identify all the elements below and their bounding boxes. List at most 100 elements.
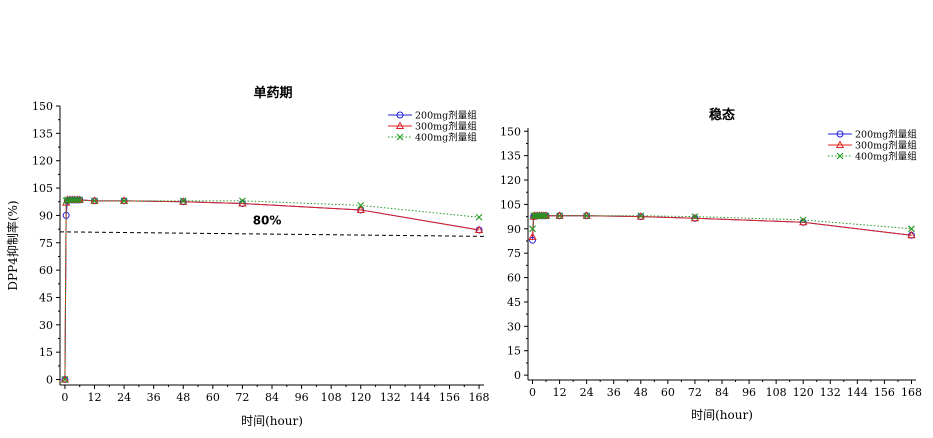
data-point: [908, 225, 915, 233]
legend-label: 400mg剂量组: [855, 151, 917, 163]
x-axis-label: 时间(hour): [241, 414, 303, 428]
legend-item: 200mg剂量组: [828, 129, 917, 141]
data-point: [66, 196, 74, 204]
data-point: [76, 196, 84, 204]
x-tick-label: 120: [350, 391, 371, 404]
y-tick-label: 75: [507, 247, 521, 260]
y-tick-label: 105: [32, 182, 53, 195]
data-point: [120, 197, 128, 205]
data-point: [907, 230, 916, 239]
y-tick-label: 135: [32, 127, 53, 140]
data-point: [555, 211, 564, 219]
data-point: [179, 197, 187, 205]
x-tick-label: 132: [380, 391, 401, 404]
y-tick-label: 45: [507, 296, 521, 309]
data-point: [357, 201, 365, 209]
y-tick-label: 15: [507, 345, 521, 358]
x-tick-label: 24: [580, 386, 594, 399]
data-point: [556, 212, 563, 220]
x-tick-label: 48: [176, 391, 190, 404]
data-point: [636, 212, 645, 220]
y-tick-label: 75: [39, 237, 53, 250]
x-tick-label: 144: [409, 391, 430, 404]
data-point: [542, 212, 550, 220]
threshold-line: [59, 231, 485, 237]
data-point: [637, 212, 645, 220]
data-point: [474, 225, 484, 233]
data-point: [835, 140, 845, 148]
x-tick-label: 156: [874, 386, 895, 399]
data-point: [91, 197, 98, 205]
y-tick-label: 90: [39, 209, 53, 222]
x-tick-label: 96: [295, 391, 309, 404]
chart-1: 0 15 30 45 60 75 90 105 120 135 150 0 12 24 36 48 60 72 84…: [5, 85, 490, 428]
chart-2: 0 15 30 45 60 75 90 105 120 135 150 0 12 24 36 48 60 72 84…: [500, 107, 922, 422]
y-tick-label: 135: [500, 150, 521, 163]
data-point: [799, 216, 807, 224]
y-tick-label: 150: [500, 125, 521, 138]
y-tick-label: 15: [39, 346, 53, 359]
data-point: [540, 212, 548, 220]
x-tick-label: 84: [265, 391, 279, 404]
y-axis-label: DPP4抑制率(%): [5, 200, 20, 290]
x-tick-label: 60: [661, 386, 675, 399]
y-tick-label: 45: [39, 291, 53, 304]
legend-label: 400mg剂量组: [415, 132, 477, 144]
data-point: [396, 111, 404, 119]
chart-title: 单药期: [253, 85, 292, 101]
legend-label: 300mg剂量组: [415, 121, 477, 133]
x-tick-label: 144: [847, 386, 868, 399]
y-tick-label: 30: [507, 320, 521, 333]
data-point: [583, 212, 591, 220]
x-tick-label: 48: [634, 386, 648, 399]
x-tick-label: 132: [820, 386, 841, 399]
y-tick-label: 90: [507, 223, 521, 236]
x-tick-label: 168: [901, 386, 922, 399]
data-point: [71, 196, 79, 204]
data-point: [239, 197, 246, 205]
data-point: [396, 133, 404, 141]
annotation-label: 80%: [253, 214, 282, 228]
y-tick-label: 0: [46, 374, 53, 387]
y-tick-label: 0: [514, 369, 521, 382]
x-tick-label: 120: [793, 386, 814, 399]
legend-item: 400mg剂量组: [828, 151, 917, 163]
x-tick-label: 12: [88, 391, 102, 404]
y-tick-label: 150: [32, 100, 53, 113]
x-tick-label: 12: [553, 386, 567, 399]
legend-item: 300mg剂量组: [388, 121, 477, 133]
data-point: [68, 196, 76, 204]
series-1: [529, 212, 915, 244]
data-point: [529, 236, 537, 244]
x-tick-label: 24: [117, 391, 131, 404]
legend-label: 200mg剂量组: [855, 129, 917, 141]
x-tick-label: 108: [321, 391, 342, 404]
data-point: [356, 205, 365, 213]
x-tick-label: 72: [688, 386, 702, 399]
data-point: [395, 121, 405, 129]
x-tick-label: 36: [147, 391, 161, 404]
x-tick-label: 108: [766, 386, 787, 399]
x-tick-label: 168: [469, 391, 490, 404]
data-point: [475, 213, 483, 221]
y-tick-label: 60: [507, 272, 521, 285]
legend-item: 200mg剂量组: [388, 110, 477, 122]
x-tick-label: 60: [206, 391, 220, 404]
x-tick-label: 156: [439, 391, 460, 404]
y-tick-label: 120: [500, 174, 521, 187]
series-3: [61, 196, 483, 383]
legend-label: 200mg剂量组: [415, 110, 477, 122]
y-tick-label: 60: [39, 264, 53, 277]
x-axis-label: 时间(hour): [691, 408, 753, 422]
data-point: [836, 130, 844, 138]
legend-item: 300mg剂量组: [828, 140, 917, 152]
data-point: [836, 152, 844, 160]
x-tick-label: 0: [61, 391, 68, 404]
series-3: [529, 212, 915, 233]
legend-label: 300mg剂量组: [855, 140, 917, 152]
x-tick-label: 36: [607, 386, 621, 399]
x-tick-label: 0: [529, 386, 536, 399]
y-tick-label: 120: [32, 155, 53, 168]
